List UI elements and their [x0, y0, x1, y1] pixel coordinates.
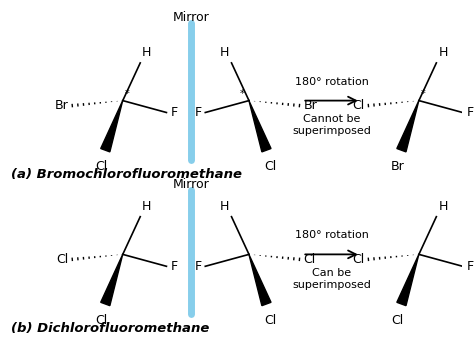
- Polygon shape: [249, 101, 271, 152]
- Text: Cannot be
superimposed: Cannot be superimposed: [292, 114, 371, 136]
- Polygon shape: [100, 255, 123, 306]
- Text: F: F: [170, 106, 177, 119]
- Text: Br: Br: [55, 99, 68, 112]
- Polygon shape: [100, 101, 123, 152]
- Text: H: H: [142, 46, 152, 59]
- Text: Mirror: Mirror: [173, 178, 209, 191]
- Text: (a) Bromochlorofluoromethane: (a) Bromochlorofluoromethane: [11, 168, 242, 181]
- Text: Br: Br: [391, 160, 404, 173]
- Text: F: F: [194, 260, 201, 273]
- Text: Cl: Cl: [56, 253, 68, 266]
- Text: *: *: [125, 89, 129, 98]
- Text: Cl: Cl: [264, 314, 276, 327]
- Text: H: H: [438, 200, 447, 213]
- Text: (b) Dichlorofluoromethane: (b) Dichlorofluoromethane: [11, 322, 210, 335]
- Text: H: H: [220, 46, 229, 59]
- Polygon shape: [249, 255, 271, 306]
- Text: Cl: Cl: [264, 160, 276, 173]
- Polygon shape: [397, 101, 419, 152]
- Text: F: F: [170, 260, 177, 273]
- Text: F: F: [194, 106, 201, 119]
- Text: Cl: Cl: [392, 314, 404, 327]
- Text: F: F: [466, 260, 474, 273]
- Text: Can be
superimposed: Can be superimposed: [292, 268, 371, 290]
- Text: H: H: [142, 200, 152, 213]
- Text: Cl: Cl: [95, 314, 108, 327]
- Text: 180° rotation: 180° rotation: [294, 231, 368, 240]
- Text: Br: Br: [303, 99, 317, 112]
- Text: Mirror: Mirror: [173, 11, 209, 24]
- Text: H: H: [438, 46, 447, 59]
- Text: *: *: [421, 89, 426, 98]
- Text: *: *: [239, 89, 244, 98]
- Text: 180° rotation: 180° rotation: [294, 77, 368, 87]
- Text: Cl: Cl: [95, 160, 108, 173]
- Polygon shape: [397, 255, 419, 306]
- Text: Cl: Cl: [352, 253, 365, 266]
- Text: Cl: Cl: [303, 253, 316, 266]
- Text: F: F: [466, 106, 474, 119]
- Text: H: H: [220, 200, 229, 213]
- Text: Cl: Cl: [352, 99, 365, 112]
